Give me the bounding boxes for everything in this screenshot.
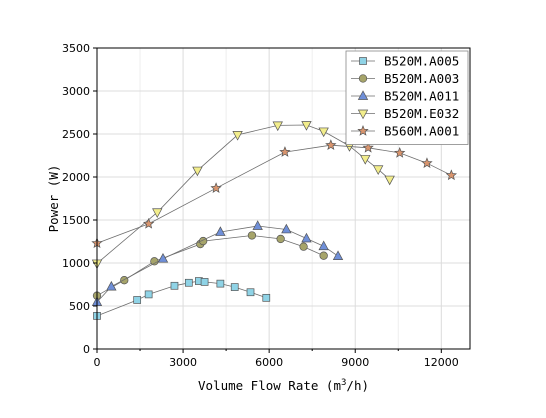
legend-marker [358, 74, 368, 83]
data-point [421, 157, 433, 169]
data-point [157, 252, 169, 263]
data-point [215, 226, 226, 236]
data-point [332, 250, 344, 260]
legend-marker [357, 125, 369, 136]
series-B520M.A005 [93, 277, 271, 320]
x-tick-label: 12000 [424, 356, 459, 369]
data-point [216, 279, 225, 288]
y-tick-label: 2000 [62, 171, 90, 184]
data-point [281, 223, 292, 234]
legend-item: B520M.A011 [351, 89, 459, 104]
series-line [96, 280, 267, 317]
data-point [192, 166, 203, 177]
data-point [170, 281, 179, 290]
data-point [184, 278, 193, 287]
data-point [120, 276, 129, 285]
data-point [246, 288, 255, 297]
data-point [325, 139, 337, 150]
data-point [279, 146, 291, 157]
data-point [362, 141, 374, 153]
series-B520M.A011 [91, 220, 344, 306]
x-axis-title: Volume Flow Rate (m3/h) [198, 378, 369, 393]
series-B560M.A001 [91, 139, 457, 249]
data-point [152, 208, 163, 218]
data-point [384, 175, 395, 186]
y-tick-label: 2500 [62, 128, 90, 141]
y-tick-label: 3000 [62, 85, 90, 98]
data-point [360, 155, 371, 165]
data-point [272, 121, 283, 132]
series-line [96, 124, 390, 264]
legend-marker [359, 57, 367, 65]
series-B520M.A003 [92, 231, 328, 300]
legend-marker [357, 90, 369, 100]
legend-item: B520M.A005 [351, 54, 459, 69]
data-point [318, 240, 329, 251]
legend-label: B520M.A011 [384, 89, 459, 104]
y-tick-label: 500 [69, 300, 90, 313]
y-tick-label: 3500 [62, 42, 90, 55]
y-tick-label: 1500 [62, 214, 90, 227]
data-point [133, 296, 142, 304]
data-point [319, 251, 328, 260]
legend-label: B560M.A001 [384, 124, 459, 139]
legend-item: B520M.E032 [351, 106, 459, 121]
data-point [247, 231, 257, 240]
legend-label: B520M.A003 [384, 71, 459, 86]
x-axis-title-superscript: 3 [341, 378, 346, 388]
data-point [301, 232, 312, 243]
y-axis-title: Power (W) [46, 165, 61, 233]
series-B520M.E032 [91, 121, 395, 270]
data-point [142, 217, 155, 229]
series-line [96, 235, 324, 297]
data-point [144, 290, 153, 299]
legend-item: B520M.A003 [351, 71, 459, 86]
data-point [210, 182, 222, 193]
legend-marker [357, 109, 369, 120]
data-point [106, 280, 117, 291]
data-point [394, 146, 406, 158]
legend-label: B520M.E032 [384, 106, 459, 121]
data-point [262, 293, 271, 302]
x-axis-title-unit: /h) [346, 378, 369, 393]
series-layer [91, 121, 457, 320]
legend-label: B520M.A005 [384, 54, 459, 69]
data-point [318, 127, 329, 138]
ticks: 0 3000 6000 9000 12000 0 500 1000 1500 2000 2500 30… [62, 42, 459, 369]
x-tick-label: 6000 [255, 356, 283, 369]
data-point [232, 131, 243, 141]
series-line [96, 225, 339, 303]
data-point [445, 169, 457, 181]
x-tick-label: 3000 [169, 356, 197, 369]
data-point [200, 278, 209, 286]
data-point [150, 257, 159, 266]
y-tick-label: 1000 [62, 257, 90, 270]
x-tick-label: 9000 [341, 356, 369, 369]
data-point [276, 234, 285, 244]
plot-frame [96, 47, 471, 350]
data-point [252, 220, 263, 230]
legend: B520M.A005 B520M.A003 B520M.A011 B520M.E032… [345, 50, 469, 145]
legend-item: B560M.A001 [351, 124, 459, 139]
x-axis-title-main: Volume Flow Rate (m [198, 378, 341, 393]
data-point [230, 283, 239, 291]
data-point [299, 242, 308, 251]
y-tick-label: 0 [83, 343, 90, 356]
data-point [301, 121, 312, 131]
x-tick-label: 0 [94, 356, 101, 369]
data-point [372, 165, 384, 175]
